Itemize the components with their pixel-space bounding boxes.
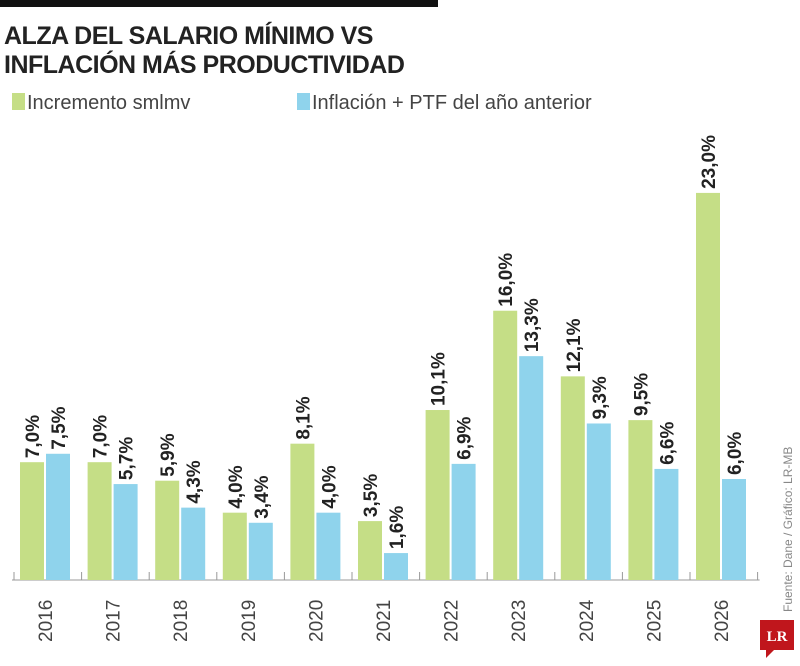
bar-2019-inflacion-ptf bbox=[248, 522, 273, 580]
bar-2026-smlmv bbox=[696, 192, 720, 580]
x-tick-label: 2018 bbox=[171, 600, 192, 642]
data-label: 7,5% bbox=[49, 406, 70, 449]
data-label: 3,5% bbox=[361, 474, 382, 517]
data-label: 4,3% bbox=[184, 460, 205, 503]
x-tick-label: 2019 bbox=[239, 600, 260, 642]
bar-2022-smlmv bbox=[425, 410, 450, 580]
x-tick-label: 2026 bbox=[712, 600, 733, 642]
data-label: 4,0% bbox=[319, 465, 340, 508]
data-label: 23,0% bbox=[699, 135, 720, 189]
legend-swatch-blue bbox=[297, 93, 310, 110]
bar-2024-inflacion-ptf bbox=[586, 423, 611, 580]
bar-2021-smlmv bbox=[358, 521, 382, 580]
bar-2024-smlmv bbox=[560, 376, 585, 580]
bar-2017-smlmv bbox=[87, 462, 112, 580]
legend: Incremento smlmv Inflación + PTF del año… bbox=[12, 92, 592, 114]
data-label: 12,1% bbox=[564, 318, 585, 372]
data-label: 6,0% bbox=[725, 432, 746, 475]
legend-label-2: Inflación + PTF del año anterior bbox=[312, 92, 592, 114]
legend-label-1: Incremento smlmv bbox=[27, 92, 190, 114]
bar-2023-inflacion-ptf bbox=[519, 356, 544, 580]
legend-swatch-green bbox=[12, 93, 25, 110]
data-label: 16,0% bbox=[496, 253, 517, 307]
source-note: Fuente: Dane / Gráfico: LR-MB bbox=[781, 447, 795, 612]
data-label: 6,9% bbox=[455, 416, 476, 459]
bar-2026-inflacion-ptf bbox=[722, 479, 746, 580]
x-tick-label: 2022 bbox=[442, 600, 463, 642]
bar-2021-inflacion-ptf bbox=[384, 553, 408, 580]
bar-2018-smlmv bbox=[155, 480, 180, 580]
data-label: 13,3% bbox=[522, 298, 543, 352]
top-bar bbox=[0, 0, 438, 7]
bar-2020-inflacion-ptf bbox=[316, 512, 341, 580]
bar-2020-smlmv bbox=[290, 443, 315, 580]
bar-2023-smlmv bbox=[493, 310, 518, 580]
bar-2019-smlmv bbox=[222, 512, 247, 580]
x-tick-label: 2025 bbox=[644, 600, 665, 642]
data-label: 10,1% bbox=[429, 352, 450, 406]
data-label: 4,0% bbox=[226, 465, 247, 508]
data-label: 7,0% bbox=[23, 415, 44, 458]
bar-2017-inflacion-ptf bbox=[113, 484, 138, 580]
data-label: 6,6% bbox=[657, 422, 678, 465]
data-label: 8,1% bbox=[293, 396, 314, 439]
bar-2022-inflacion-ptf bbox=[451, 463, 476, 580]
chart-title-line-2: INFLACIÓN MÁS PRODUCTIVIDAD bbox=[4, 49, 404, 79]
bar-2025-inflacion-ptf bbox=[654, 468, 679, 580]
svg-text:LR: LR bbox=[767, 629, 788, 645]
data-label: 5,9% bbox=[158, 433, 179, 476]
x-tick-label: 2017 bbox=[104, 600, 125, 642]
bar-2018-inflacion-ptf bbox=[181, 507, 206, 580]
x-tick-label: 2016 bbox=[36, 600, 57, 642]
data-label: 7,0% bbox=[91, 415, 112, 458]
x-tick-label: 2023 bbox=[509, 600, 530, 642]
data-label: 3,4% bbox=[252, 475, 273, 518]
lr-logo: LR bbox=[760, 620, 794, 658]
data-label: 9,3% bbox=[590, 376, 611, 419]
data-label: 9,5% bbox=[631, 373, 652, 416]
chart-title-line-1: ALZA DEL SALARIO MÍNIMO VS bbox=[4, 21, 373, 50]
x-tick-label: 2024 bbox=[577, 599, 598, 642]
x-tick-label: 2020 bbox=[306, 600, 327, 642]
x-tick-label: 2021 bbox=[374, 600, 395, 642]
data-label: 1,6% bbox=[387, 506, 408, 549]
bar-2025-smlmv bbox=[628, 420, 653, 580]
data-label: 5,7% bbox=[117, 437, 138, 480]
bar-2016-inflacion-ptf bbox=[46, 453, 70, 580]
bar-2016-smlmv bbox=[20, 462, 44, 580]
